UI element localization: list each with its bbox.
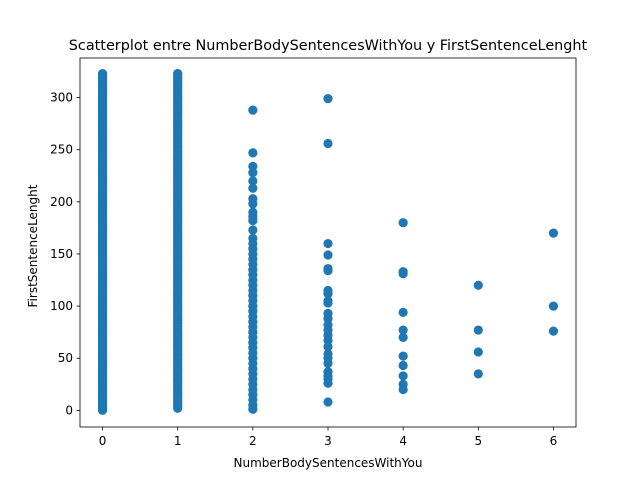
data-point bbox=[323, 358, 333, 369]
data-point bbox=[248, 225, 258, 235]
data-point bbox=[323, 250, 333, 260]
data-point bbox=[248, 168, 258, 178]
y-tick-label: 200 bbox=[50, 195, 73, 209]
data-point bbox=[248, 148, 258, 158]
data-point bbox=[398, 325, 408, 335]
data-point bbox=[398, 218, 408, 228]
data-point bbox=[323, 288, 333, 299]
y-tick-label: 250 bbox=[50, 143, 73, 157]
data-point bbox=[473, 325, 483, 335]
data-point bbox=[248, 199, 258, 209]
y-tick-label: 0 bbox=[65, 403, 73, 417]
data-point bbox=[398, 384, 408, 395]
data-point bbox=[473, 369, 483, 379]
data-point bbox=[473, 280, 483, 290]
data-point bbox=[323, 94, 333, 104]
y-tick-label: 50 bbox=[58, 351, 73, 365]
ticks-layer: 0 1 2 3 4 5 6 0 50 100 150 200 250 300 bbox=[50, 91, 557, 448]
y-tick-label: 150 bbox=[50, 247, 73, 261]
x-axis-label: NumberBodySentencesWithYou bbox=[234, 456, 423, 470]
data-point bbox=[548, 326, 559, 336]
data-point bbox=[398, 332, 408, 342]
y-tick-label: 100 bbox=[50, 299, 73, 313]
data-point bbox=[323, 238, 333, 249]
data-point bbox=[398, 269, 408, 279]
x-tick-label: 5 bbox=[474, 434, 482, 448]
chart-title: Scatterplot entre NumberBodySentencesWit… bbox=[69, 38, 588, 54]
data-point bbox=[323, 397, 333, 407]
data-point bbox=[248, 105, 258, 115]
data-point bbox=[97, 69, 108, 79]
x-tick-label: 1 bbox=[174, 434, 182, 448]
x-tick-label: 2 bbox=[249, 434, 257, 448]
data-point bbox=[323, 378, 333, 388]
data-point bbox=[248, 176, 258, 186]
y-tick-label: 300 bbox=[50, 91, 73, 105]
data-point bbox=[323, 266, 333, 276]
data-point bbox=[548, 228, 559, 238]
data-point bbox=[398, 360, 408, 371]
plot-frame bbox=[79, 57, 577, 428]
data-point bbox=[173, 69, 183, 79]
data-point bbox=[548, 301, 559, 311]
data-point bbox=[398, 371, 408, 381]
x-tick-label: 6 bbox=[550, 434, 558, 448]
data-point bbox=[248, 404, 258, 414]
points-layer bbox=[97, 69, 559, 415]
data-point bbox=[248, 183, 258, 193]
data-point bbox=[398, 351, 408, 361]
x-tick-label: 4 bbox=[399, 434, 407, 448]
data-point bbox=[473, 347, 483, 357]
y-axis-label: FirstSentenceLenght bbox=[26, 184, 40, 307]
data-point bbox=[248, 216, 258, 226]
x-tick-label: 0 bbox=[99, 434, 107, 448]
x-tick-label: 3 bbox=[324, 434, 332, 448]
data-point bbox=[323, 342, 333, 352]
data-point bbox=[323, 298, 333, 308]
data-point bbox=[398, 307, 408, 317]
data-point bbox=[323, 138, 333, 149]
